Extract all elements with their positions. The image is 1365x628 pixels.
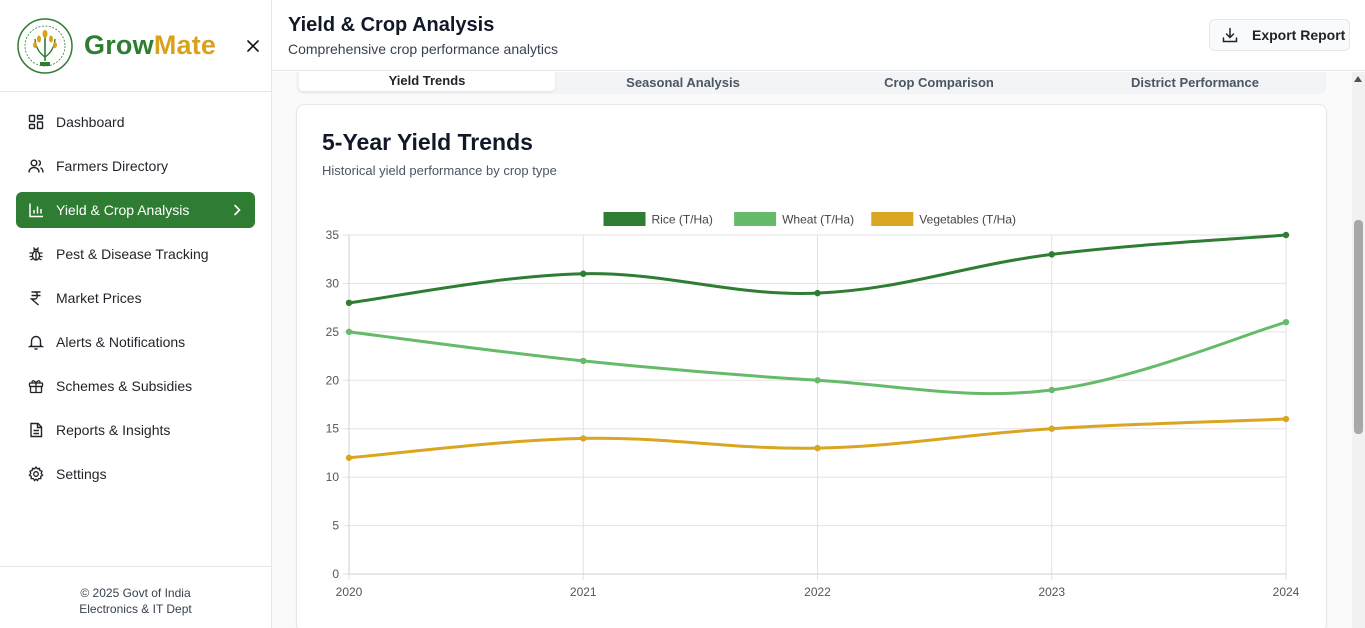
y-tick-label: 30 <box>326 276 340 290</box>
download-icon <box>1222 27 1238 43</box>
sidebar-item-label: Dashboard <box>56 114 125 130</box>
sidebar-item-farmers-directory[interactable]: Farmers Directory <box>16 148 255 184</box>
y-tick-label: 25 <box>326 325 340 339</box>
tab-crop-comparison[interactable]: Crop Comparison <box>884 74 994 90</box>
scroll-thumb[interactable] <box>1354 220 1363 434</box>
x-tick-label: 2024 <box>1273 585 1300 599</box>
legend-swatch <box>734 212 777 226</box>
data-point <box>1282 415 1290 423</box>
tab-district-performance[interactable]: District Performance <box>1131 74 1259 90</box>
data-point <box>814 444 821 452</box>
legend-swatch <box>603 212 646 226</box>
page-header: Yield & Crop Analysis Comprehensive crop… <box>272 0 1365 71</box>
legend-label: Rice (T/Ha) <box>652 213 713 227</box>
sidebar-item-label: Reports & Insights <box>56 422 171 438</box>
sidebar-item-yield-crop-analysis[interactable]: Yield & Crop Analysis <box>16 192 255 228</box>
sidebar-item-label: Schemes & Subsidies <box>56 378 193 394</box>
sidebar: GrowMate Dashboard Farmers Directory <box>0 0 272 628</box>
yield-trends-card: 5-Year Yield Trends Historical yield per… <box>296 104 1327 628</box>
yield-line-chart: 0 5 10 15 20 25 30 35 2020 2021 2022 2023 2024 Rice (… <box>326 212 1300 599</box>
sidebar-item-pest-disease-tracking[interactable]: Pest & Disease Tracking <box>16 236 255 272</box>
data-point <box>1048 251 1055 258</box>
data-point <box>580 435 587 442</box>
page-subtitle: Comprehensive crop performance analytics <box>288 41 559 57</box>
sidebar-footer: © 2025 Govt of India Electronics & IT De… <box>0 566 271 628</box>
rupee-icon <box>28 290 44 306</box>
data-point <box>1048 386 1055 394</box>
data-point <box>345 328 353 336</box>
data-point <box>1282 318 1290 326</box>
analysis-tabs: Yield Trends Seasonal Analysis Crop Comp… <box>296 72 1326 94</box>
y-tick-label: 15 <box>326 422 340 436</box>
gear-icon <box>28 466 44 482</box>
data-point <box>580 270 587 277</box>
x-tick-label: 2023 <box>1038 585 1065 599</box>
y-tick-label: 10 <box>326 470 340 484</box>
card-subtitle: Historical yield performance by crop typ… <box>322 163 557 178</box>
sidebar-item-label: Market Prices <box>56 290 142 306</box>
close-icon[interactable] <box>243 36 263 56</box>
sidebar-nav: Dashboard Farmers Directory Yield & Crop… <box>0 92 271 492</box>
legend-label: Wheat (T/Ha) <box>782 213 854 227</box>
export-report-label: Export Report <box>1252 27 1346 43</box>
sidebar-item-settings[interactable]: Settings <box>16 456 255 492</box>
bar-chart-icon <box>28 202 44 218</box>
brand-name-part1: Grow <box>84 30 154 60</box>
users-icon <box>28 158 44 174</box>
x-tick-label: 2020 <box>336 585 363 599</box>
sidebar-item-label: Pest & Disease Tracking <box>56 246 209 262</box>
scroll-up-arrow-icon[interactable] <box>1354 76 1362 82</box>
sidebar-item-alerts-notifications[interactable]: Alerts & Notifications <box>16 324 255 360</box>
brand-name-part2: Mate <box>153 30 217 60</box>
sidebar-item-label: Yield & Crop Analysis <box>56 202 190 218</box>
bell-icon <box>28 334 44 350</box>
page-scrollbar[interactable] <box>1352 72 1365 628</box>
tab-seasonal-analysis[interactable]: Seasonal Analysis <box>626 74 740 90</box>
y-tick-label: 20 <box>326 373 340 387</box>
x-tick-label: 2022 <box>804 585 831 599</box>
tab-yield-trends[interactable]: Yield Trends <box>299 72 555 91</box>
main-content: Yield Trends Seasonal Analysis Crop Comp… <box>272 72 1352 628</box>
page-title: Yield & Crop Analysis <box>288 14 495 36</box>
sidebar-item-schemes-subsidies[interactable]: Schemes & Subsidies <box>16 368 255 404</box>
sidebar-item-label: Farmers Directory <box>56 158 169 174</box>
agriculture-seal-icon <box>16 17 74 75</box>
sidebar-item-label: Settings <box>56 466 107 482</box>
sidebar-item-market-prices[interactable]: Market Prices <box>16 280 255 316</box>
y-tick-label: 35 <box>326 228 340 242</box>
sidebar-item-reports-insights[interactable]: Reports & Insights <box>16 412 255 448</box>
data-point <box>814 377 821 384</box>
data-point <box>345 454 353 461</box>
data-point <box>580 357 587 365</box>
brand-header: GrowMate <box>0 0 271 92</box>
export-report-button[interactable]: Export Report <box>1209 19 1350 51</box>
dashboard-icon <box>28 114 44 130</box>
footer-line1: © 2025 Govt of India <box>80 586 191 600</box>
bug-icon <box>28 246 44 262</box>
legend-label: Vegetables (T/Ha) <box>919 213 1016 227</box>
data-point <box>814 289 821 297</box>
y-tick-label: 0 <box>332 567 339 581</box>
sidebar-item-dashboard[interactable]: Dashboard <box>16 104 255 140</box>
data-point <box>1282 231 1290 239</box>
sidebar-item-label: Alerts & Notifications <box>56 334 186 350</box>
document-icon <box>28 422 44 438</box>
y-tick-label: 5 <box>332 519 339 533</box>
data-point <box>1048 425 1055 432</box>
card-title: 5-Year Yield Trends <box>322 129 533 155</box>
gift-icon <box>28 378 44 394</box>
legend-swatch <box>871 212 914 226</box>
footer-line2: Electronics & IT Dept <box>79 602 192 616</box>
x-tick-label: 2021 <box>570 585 597 599</box>
chevron-right-icon <box>233 203 241 219</box>
data-point <box>345 299 353 306</box>
brand-name: GrowMate <box>84 30 216 61</box>
